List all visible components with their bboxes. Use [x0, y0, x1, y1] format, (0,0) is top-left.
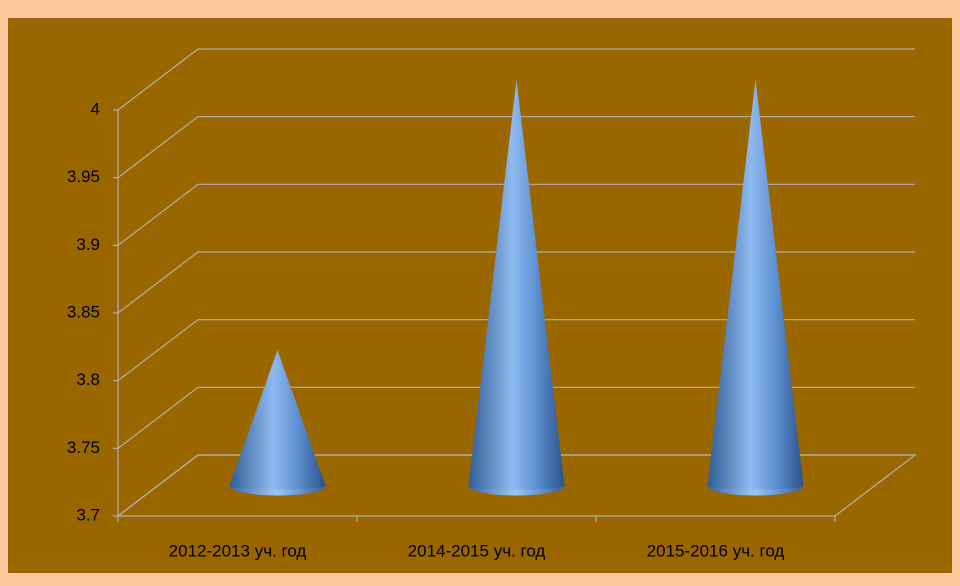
grid-line — [117, 319, 915, 382]
x-tick-label: 2015-2016 уч. год — [647, 541, 785, 560]
x-tick-label: 2012-2013 уч. год — [169, 541, 307, 560]
y-tick-label: 3.85 — [67, 302, 100, 321]
grid-line — [117, 386, 915, 449]
grid-line — [117, 251, 915, 314]
cone — [707, 79, 804, 496]
cone-base — [468, 485, 565, 496]
grid-line — [117, 454, 915, 517]
y-tick-label: 3.7 — [76, 505, 100, 524]
grid-line — [117, 183, 915, 246]
grid-line — [117, 48, 915, 111]
y-tick-label: 3.8 — [76, 370, 100, 389]
x-tick-label: 2014-2015 уч. год — [408, 541, 546, 560]
cone-base — [229, 485, 326, 496]
y-tick-label: 3.75 — [67, 438, 100, 457]
cone — [468, 79, 565, 496]
y-tick-label: 3.9 — [76, 235, 100, 254]
grid-line — [117, 116, 915, 179]
cone-base — [707, 485, 804, 496]
cone — [229, 350, 326, 496]
y-tick-label: 3.95 — [67, 167, 100, 186]
y-tick-label: 4 — [91, 99, 100, 118]
